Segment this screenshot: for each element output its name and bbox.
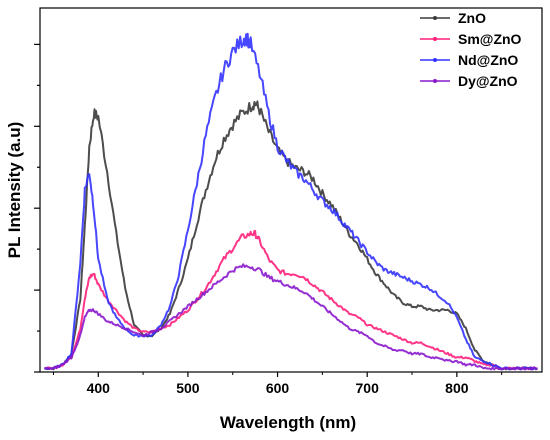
legend-label: Dy@ZnO [458,73,518,89]
y-axis [34,43,40,373]
x-tick-label: 700 [356,380,380,396]
legend-marker [433,58,437,62]
legend-marker [433,37,437,41]
x-axis-title: Wavelength (nm) [220,413,356,432]
legend: ZnO Sm@ZnO Nd@ZnO Dy@ZnO [420,10,522,89]
series-line-sm-zno [44,229,538,371]
x-tick-label: 400 [87,380,111,396]
plot-frame [39,7,543,373]
series-layer [44,32,539,371]
series-line-zno [44,100,539,371]
legend-label: Nd@ZnO [458,52,518,68]
y-axis-title: PL Intensity (a.u) [5,122,24,259]
series-line-nd-zno [44,32,538,371]
legend-label: Sm@ZnO [458,31,522,47]
x-tick-label: 600 [266,380,290,396]
legend-marker [433,16,437,20]
x-axis: 400 500 600 700 800 [52,372,503,396]
x-tick-label: 800 [445,380,469,396]
x-tick-label: 500 [176,380,200,396]
legend-marker [433,79,437,83]
series-line-dy-zno [44,263,538,371]
legend-label: ZnO [458,10,486,26]
